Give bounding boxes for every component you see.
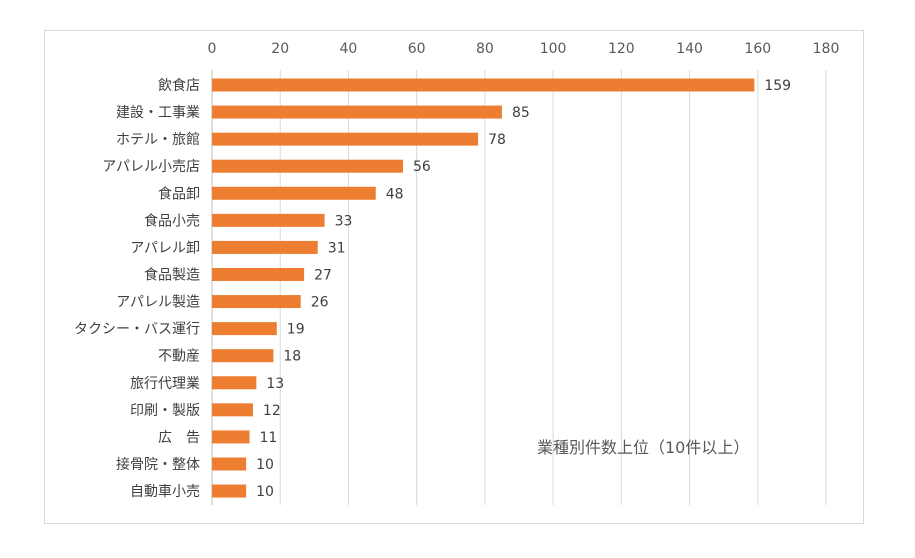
bar xyxy=(212,213,325,227)
category-label: 自動車小売 xyxy=(130,483,200,500)
bar xyxy=(212,240,318,254)
category-label: 旅行代理業 xyxy=(130,376,200,392)
category-label: アパレル製造 xyxy=(116,295,200,311)
x-tick-label: 60 xyxy=(408,41,426,57)
category-label: 印刷・製版 xyxy=(130,403,200,419)
bar xyxy=(212,295,301,309)
x-tick-label: 40 xyxy=(340,41,358,57)
category-label: 飲食店 xyxy=(158,77,200,94)
x-tick-label: 0 xyxy=(208,41,217,57)
category-label: ホテル・旅館 xyxy=(116,131,200,148)
category-label: 広 告 xyxy=(158,430,200,446)
data-label: 33 xyxy=(335,213,353,229)
x-tick-label: 120 xyxy=(608,41,635,57)
data-label: 10 xyxy=(256,484,274,500)
x-tick-label: 20 xyxy=(271,41,289,57)
data-label: 48 xyxy=(386,186,404,202)
chart-title: 業種別件数上位（10件以上） xyxy=(537,438,749,457)
category-label: 食品製造 xyxy=(144,266,200,283)
data-label: 19 xyxy=(287,322,305,338)
bar xyxy=(212,132,479,146)
x-tick-label: 100 xyxy=(540,41,567,57)
data-label: 11 xyxy=(260,430,278,446)
bar xyxy=(212,457,247,471)
category-label: 不動産 xyxy=(158,349,200,365)
bar xyxy=(212,484,247,498)
data-label: 31 xyxy=(328,240,346,256)
data-label: 13 xyxy=(266,376,284,392)
bar xyxy=(212,376,257,390)
data-label: 85 xyxy=(512,105,530,121)
category-label: 接骨院・整体 xyxy=(116,456,200,473)
bar xyxy=(212,78,755,92)
bar xyxy=(212,349,274,363)
category-label: アパレル卸 xyxy=(130,240,200,256)
chart-frame xyxy=(44,30,864,524)
bar xyxy=(212,267,305,281)
x-tick-label: 180 xyxy=(813,41,840,57)
data-label: 78 xyxy=(488,132,506,148)
bar xyxy=(212,159,404,173)
bar xyxy=(212,105,502,119)
category-label: 建設・工事業 xyxy=(116,105,200,121)
category-label: アパレル小売店 xyxy=(102,159,200,175)
data-label: 10 xyxy=(256,457,274,473)
data-label: 27 xyxy=(314,267,332,283)
x-tick-label: 160 xyxy=(744,41,771,57)
data-label: 26 xyxy=(311,295,329,311)
data-label: 12 xyxy=(263,403,281,419)
category-label: 食品卸 xyxy=(158,185,200,202)
category-label: タクシー・バス運行 xyxy=(74,322,200,338)
bar xyxy=(212,430,250,444)
bar xyxy=(212,322,277,336)
bar xyxy=(212,186,376,200)
x-tick-label: 80 xyxy=(476,41,494,57)
data-label: 56 xyxy=(413,159,431,175)
category-label: 食品小売 xyxy=(144,212,200,229)
x-tick-label: 140 xyxy=(676,41,703,57)
bar xyxy=(212,403,253,417)
data-label: 18 xyxy=(283,349,301,365)
data-label: 159 xyxy=(764,78,791,94)
